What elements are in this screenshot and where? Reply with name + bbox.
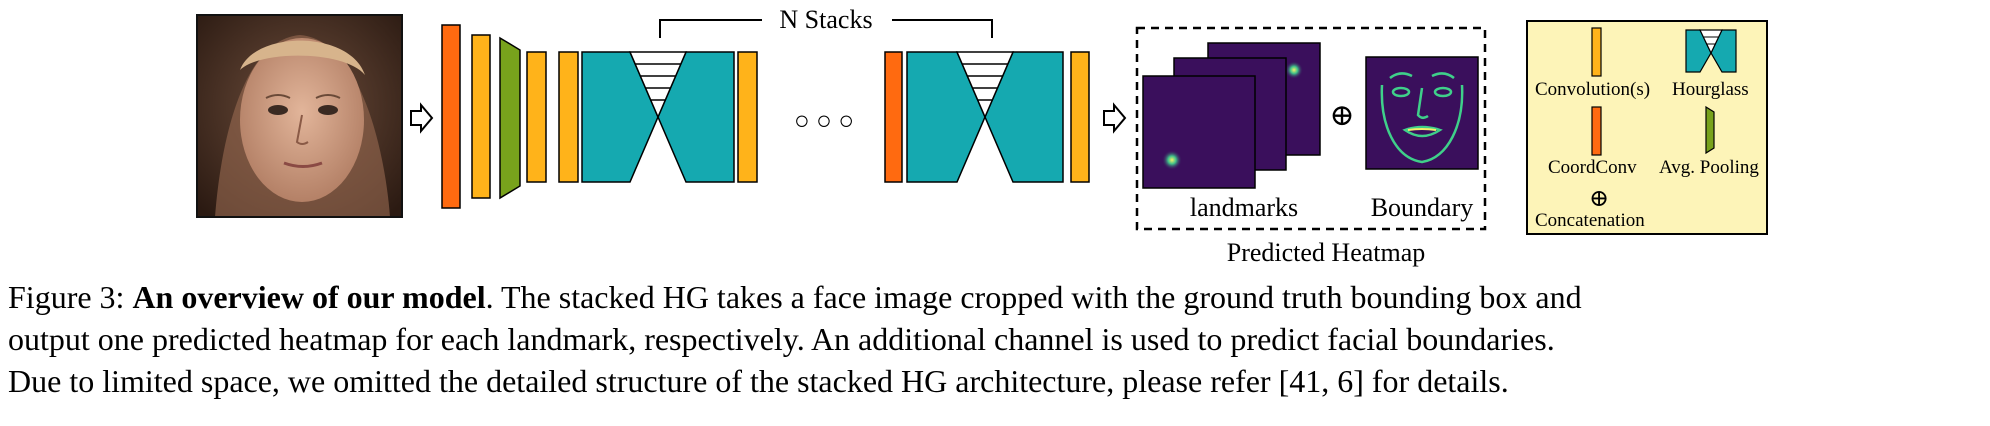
- legend-pooling-swatch: [1705, 105, 1715, 155]
- legend-coordconv-label: CoordConv: [1548, 157, 1637, 178]
- legend-concat-symbol: ⊕: [1589, 186, 1609, 212]
- ellipsis-dots: ○ ○ ○: [794, 106, 854, 135]
- n-stacks-label: N Stacks: [779, 5, 872, 34]
- figure-caption: Figure 3: An overview of our model. The …: [8, 276, 1982, 402]
- legend-conv-swatch: [1591, 27, 1602, 77]
- legend-concatenation-label: Concatenation: [1535, 210, 1645, 231]
- hourglass-module: [906, 51, 1064, 183]
- concatenation-symbol: ⊕: [1329, 99, 1354, 132]
- legend-pooling-label: Avg. Pooling: [1659, 157, 1759, 178]
- coordconv-layer: [441, 24, 461, 209]
- avg-pooling-layer: [499, 36, 521, 200]
- legend-hourglass-swatch: [1685, 29, 1737, 73]
- coordconv-layer: [884, 51, 903, 183]
- conv-layer: [471, 34, 491, 199]
- figure-canvas: ○ ○ ○ N Stacks ⊕: [196, 5, 1768, 267]
- caption-figure-label: Figure 3:: [8, 279, 133, 315]
- boundary-label: Boundary: [1371, 193, 1474, 222]
- n-stacks-bracket: [659, 19, 993, 38]
- arrow-icon: [410, 102, 434, 134]
- legend-coordconv-swatch: [1591, 106, 1602, 156]
- caption-line-1-rest: . The stacked HG takes a face image crop…: [485, 279, 1582, 315]
- legend-convolution-label: Convolution(s): [1535, 79, 1650, 100]
- predicted-heatmap-label: Predicted Heatmap: [1227, 238, 1426, 267]
- conv-layer: [1070, 51, 1090, 183]
- legend: Convolution(s) Hourglass CoordConv Avg. …: [1526, 20, 1768, 235]
- landmark-heatmaps: [1142, 42, 1321, 189]
- landmarks-label: landmarks: [1190, 193, 1298, 222]
- caption-line-1: Figure 3: An overview of our model. The …: [8, 276, 1982, 318]
- caption-line-3: Due to limited space, we omitted the det…: [8, 363, 1509, 399]
- predicted-heatmap-box: [1135, 26, 1487, 231]
- model-overview-figure: ○ ○ ○ N Stacks ⊕: [196, 5, 1768, 267]
- conv-layer: [558, 51, 579, 183]
- caption-line-2: output one predicted heatmap for each la…: [8, 321, 1555, 357]
- boundary-heatmap: [1365, 56, 1479, 170]
- input-face-image: [196, 14, 403, 218]
- caption-bold-title: An overview of our model: [132, 279, 486, 315]
- conv-layer: [737, 51, 758, 183]
- hourglass-module: [581, 51, 735, 183]
- arrow-icon: [1103, 102, 1127, 134]
- conv-layer: [526, 51, 547, 183]
- legend-hourglass-label: Hourglass: [1672, 79, 1749, 100]
